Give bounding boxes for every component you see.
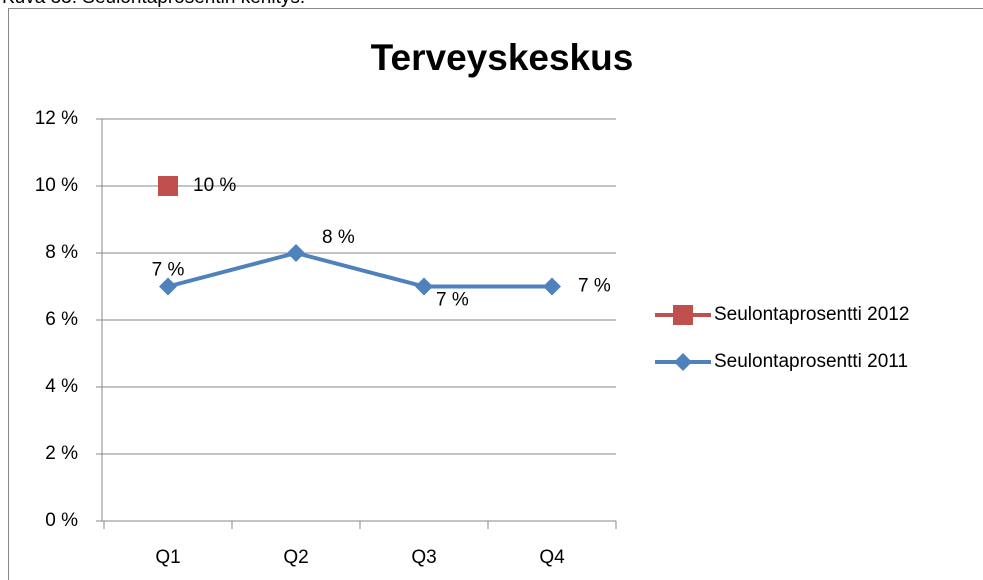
y-tick-label: 2 % xyxy=(45,443,78,464)
data-point xyxy=(287,244,305,262)
x-tick-label: Q4 xyxy=(539,547,565,568)
data-point xyxy=(159,277,177,296)
legend-label: Seulontaprosentti 2012 xyxy=(714,304,909,325)
x-tick-label: Q2 xyxy=(283,547,308,568)
data-point xyxy=(543,277,561,296)
chart-title: Terveyskeskus xyxy=(371,37,634,78)
x-tick-label: Q1 xyxy=(155,547,180,568)
data-label: 7 % xyxy=(152,260,185,281)
y-tick-label: 12 % xyxy=(35,108,78,129)
y-tick-label: 10 % xyxy=(35,175,78,196)
data-label: 8 % xyxy=(322,227,355,248)
data-label: 7 % xyxy=(578,276,611,297)
legend-marker xyxy=(673,305,693,325)
y-tick-label: 4 % xyxy=(45,376,78,397)
data-point xyxy=(415,277,433,296)
caption: Kuva 33. Seulontaprosentin kehitys. xyxy=(2,0,305,8)
y-tick-label: 6 % xyxy=(45,309,78,330)
data-label: 10 % xyxy=(193,175,236,196)
legend-marker xyxy=(674,353,692,371)
chart-border xyxy=(8,8,983,580)
x-tick-label: Q3 xyxy=(411,547,436,568)
y-tick-label: 0 % xyxy=(45,510,78,531)
y-tick-label: 8 % xyxy=(45,242,78,263)
data-label: 7 % xyxy=(436,290,469,311)
series-line xyxy=(167,251,552,289)
data-point xyxy=(158,176,178,196)
legend-label: Seulontaprosentti 2011 xyxy=(714,351,908,372)
